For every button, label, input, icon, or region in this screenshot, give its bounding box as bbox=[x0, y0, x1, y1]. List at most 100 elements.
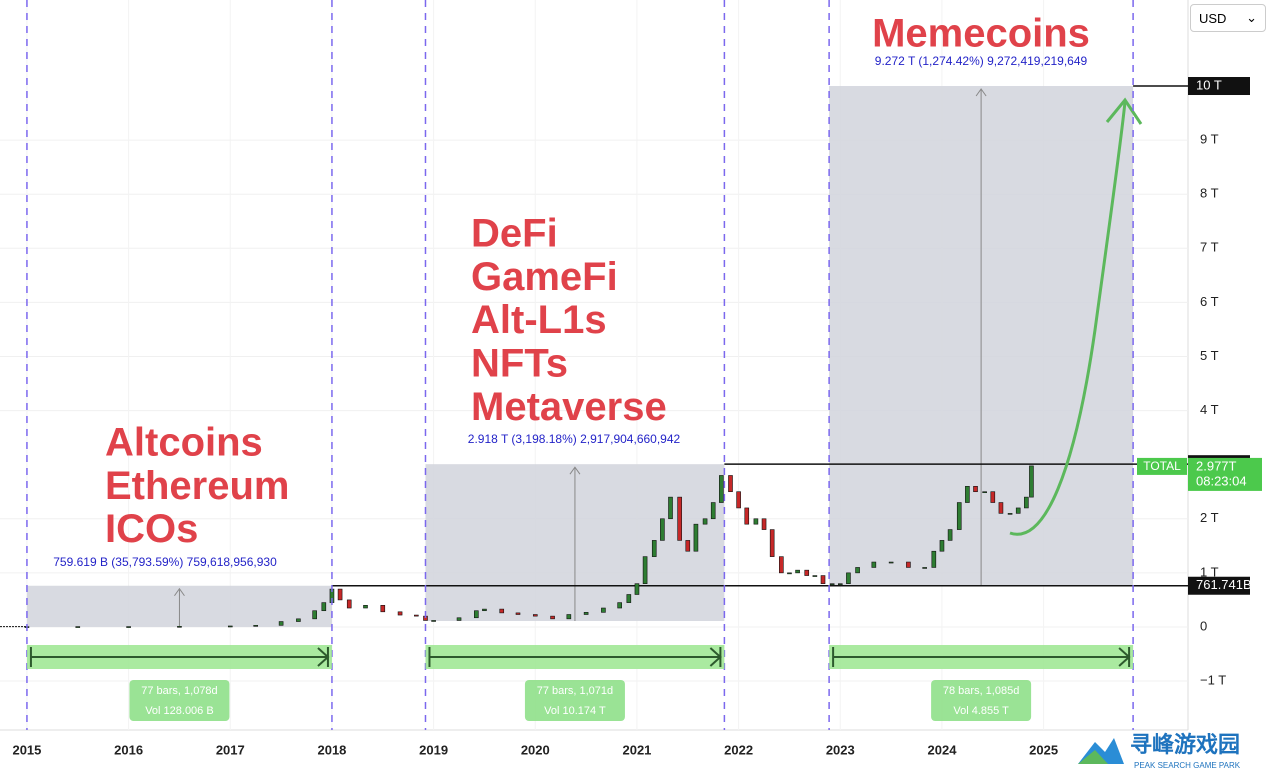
annotation: ICOs bbox=[105, 507, 198, 551]
candle bbox=[456, 617, 462, 621]
duration-head bbox=[317, 647, 330, 667]
duration-vol: Vol 128.006 B bbox=[145, 705, 214, 717]
x-tick-label: 2023 bbox=[826, 742, 855, 757]
candle bbox=[642, 556, 648, 584]
candle bbox=[668, 496, 673, 520]
candle bbox=[965, 486, 970, 503]
candle bbox=[710, 502, 716, 520]
candle bbox=[626, 594, 632, 603]
candle bbox=[1007, 513, 1013, 515]
candle bbox=[660, 518, 665, 541]
level-label: 761.741B bbox=[1196, 577, 1252, 592]
candle bbox=[397, 611, 403, 616]
x-tick-label: 2025 bbox=[1029, 742, 1058, 757]
candle bbox=[499, 608, 505, 614]
candle bbox=[583, 612, 589, 615]
candle bbox=[253, 625, 258, 627]
candle bbox=[532, 614, 538, 617]
candle bbox=[337, 588, 343, 601]
candle bbox=[769, 529, 775, 557]
last-price: 2.977T bbox=[1196, 458, 1237, 473]
duration-vol: Vol 4.855 T bbox=[953, 705, 1009, 717]
annotation: GameFi bbox=[471, 255, 618, 299]
candle bbox=[1015, 507, 1021, 514]
candle bbox=[947, 529, 953, 541]
candle bbox=[728, 475, 733, 493]
x-tick-label: 2017 bbox=[216, 742, 245, 757]
duration-info bbox=[129, 680, 230, 721]
candle bbox=[363, 605, 368, 609]
annotation: NFTs bbox=[471, 341, 568, 385]
level-tag bbox=[1188, 576, 1250, 595]
candle bbox=[906, 561, 911, 568]
projection-arrow bbox=[1009, 101, 1127, 536]
x-tick-label: 2024 bbox=[928, 742, 958, 757]
duration-info bbox=[524, 680, 625, 721]
candle bbox=[482, 608, 487, 612]
range-label: 9.272 T (1,274.42%) 9,272,419,219,649 bbox=[875, 54, 1088, 68]
range-arrow-head bbox=[569, 466, 581, 475]
duration-vol: Vol 10.174 T bbox=[544, 705, 606, 717]
duration-head bbox=[1118, 647, 1131, 667]
x-tick-label: 2022 bbox=[724, 742, 753, 757]
candle bbox=[982, 491, 987, 494]
candle bbox=[761, 518, 767, 530]
watermark-logo bbox=[1078, 750, 1108, 764]
last-price-tag bbox=[1188, 457, 1262, 491]
annotation: Altcoins bbox=[105, 421, 263, 465]
candle bbox=[973, 486, 978, 493]
candle bbox=[515, 612, 521, 615]
candle bbox=[296, 618, 301, 622]
candle bbox=[634, 583, 640, 595]
x-tick-label: 2019 bbox=[419, 742, 448, 757]
candle bbox=[685, 540, 691, 552]
y-tick-label: 0 bbox=[1200, 618, 1207, 633]
y-tick-label: 7 T bbox=[1200, 240, 1219, 255]
y-tick-label: 4 T bbox=[1200, 402, 1219, 417]
y-tick-label: 8 T bbox=[1200, 186, 1219, 201]
watermark-subtitle: PEAK SEARCH GAME PARK bbox=[1134, 761, 1241, 770]
x-tick-label: 2020 bbox=[521, 742, 550, 757]
candle bbox=[871, 561, 877, 568]
candle bbox=[753, 518, 759, 525]
annotation: Ethereum bbox=[105, 464, 290, 508]
x-tick-label: 2016 bbox=[114, 742, 143, 757]
level-label: 10 T bbox=[1196, 77, 1222, 92]
candle bbox=[922, 567, 927, 569]
candle bbox=[736, 491, 741, 509]
annotation: DeFi bbox=[471, 212, 558, 256]
candle bbox=[474, 610, 479, 619]
duration-info bbox=[931, 680, 1032, 721]
candle bbox=[812, 575, 818, 577]
watermark-title: 寻峰游戏园 bbox=[1130, 732, 1240, 757]
candle bbox=[990, 491, 996, 503]
currency-select[interactable]: USD ⌄ bbox=[1190, 4, 1266, 32]
duration-head bbox=[709, 647, 722, 667]
annotation: Alt-L1s bbox=[471, 298, 607, 342]
duration-bars: 77 bars, 1,078d bbox=[141, 685, 217, 697]
candle bbox=[931, 550, 937, 568]
projection-arrow-head bbox=[1105, 97, 1143, 125]
candle bbox=[888, 561, 894, 564]
candle bbox=[312, 610, 317, 620]
candle bbox=[702, 518, 708, 525]
duration-bars: 77 bars, 1,071d bbox=[537, 685, 613, 697]
candle bbox=[601, 607, 606, 613]
range-arrow-head bbox=[975, 88, 987, 97]
candle bbox=[693, 523, 699, 552]
candle bbox=[278, 621, 284, 626]
duration-bars: 78 bars, 1,085d bbox=[943, 685, 1019, 697]
candle bbox=[126, 626, 131, 628]
candle bbox=[75, 626, 81, 628]
countdown: 08:23:04 bbox=[1196, 473, 1247, 488]
y-tick-label: 2 T bbox=[1200, 510, 1219, 525]
candle bbox=[550, 615, 555, 620]
candle bbox=[719, 475, 724, 503]
candle bbox=[779, 556, 784, 574]
y-tick-label: 5 T bbox=[1200, 348, 1219, 363]
candle bbox=[846, 572, 851, 584]
currency-text: USD bbox=[1199, 10, 1227, 26]
last-name: TOTAL bbox=[1143, 459, 1181, 473]
annotation: Memecoins bbox=[872, 12, 1090, 56]
candle bbox=[804, 569, 810, 576]
